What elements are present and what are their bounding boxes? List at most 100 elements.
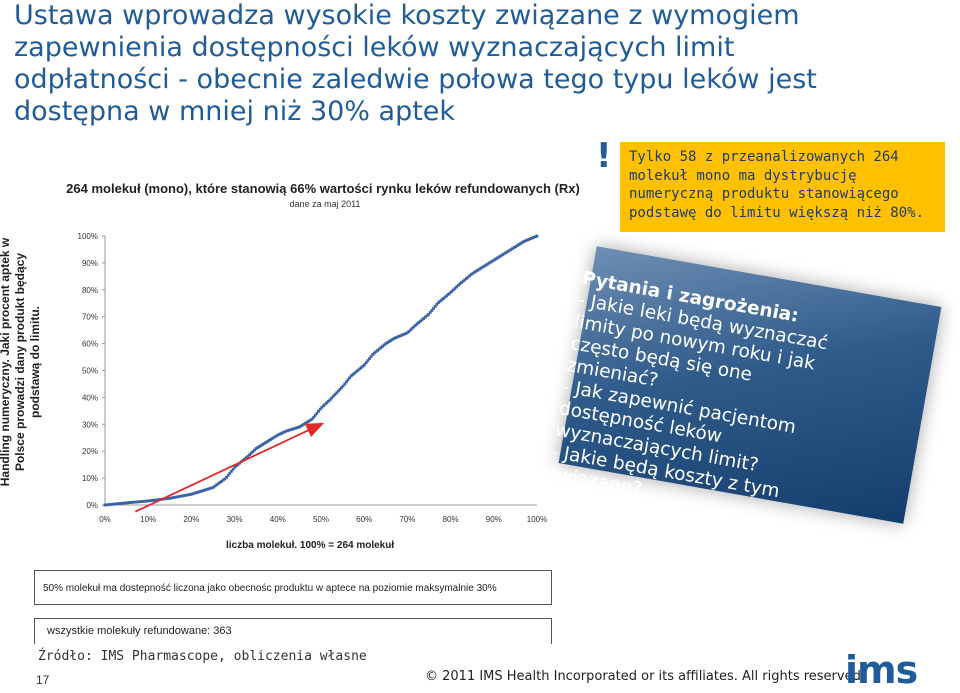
data-point	[235, 464, 238, 468]
data-point	[138, 500, 141, 504]
data-point	[110, 502, 113, 506]
data-point	[496, 256, 499, 260]
data-point	[325, 401, 329, 405]
data-point	[249, 451, 253, 455]
data-point	[520, 241, 524, 244]
data-point	[203, 488, 207, 492]
data-point	[180, 494, 184, 498]
data-point	[395, 335, 399, 339]
data-point	[474, 269, 478, 273]
data-point	[458, 282, 462, 286]
data-point	[525, 238, 529, 242]
data-point	[399, 334, 403, 338]
data-point	[374, 350, 378, 354]
data-point	[179, 494, 182, 498]
data-point	[164, 497, 168, 501]
annotation-arrow	[134, 422, 325, 513]
data-point	[484, 263, 488, 267]
data-point	[456, 284, 460, 287]
data-point	[128, 501, 132, 504]
data-point	[502, 252, 506, 256]
data-point	[231, 467, 235, 471]
data-point	[116, 502, 120, 506]
data-point	[170, 496, 174, 500]
data-point	[207, 487, 210, 491]
data-point	[417, 321, 421, 324]
data-point	[422, 317, 426, 320]
warning-icon: !	[596, 136, 612, 176]
data-point	[430, 309, 434, 312]
data-point	[320, 405, 324, 409]
data-point	[386, 341, 389, 344]
data-point	[356, 368, 360, 372]
data-point	[501, 253, 504, 257]
data-point	[166, 497, 169, 500]
data-point	[123, 501, 127, 505]
data-point	[253, 448, 256, 452]
data-point	[103, 503, 107, 507]
data-point	[507, 249, 511, 253]
data-point	[361, 364, 365, 368]
data-point	[272, 435, 276, 439]
data-point	[428, 311, 432, 314]
data-point	[129, 501, 133, 504]
data-point	[346, 378, 350, 382]
data-point	[466, 275, 470, 279]
data-point	[432, 306, 435, 310]
data-point	[124, 501, 128, 505]
y-tick-label: 20%	[82, 447, 98, 456]
data-point	[453, 287, 457, 290]
data-point	[364, 361, 368, 365]
data-point	[333, 393, 337, 396]
chart-title: 264 molekuł (mono), które stanowią 66% w…	[66, 181, 580, 196]
data-point	[410, 326, 414, 330]
data-point	[483, 264, 486, 268]
data-point	[313, 413, 317, 417]
data-point	[468, 274, 472, 278]
data-point	[305, 420, 309, 424]
data-point	[118, 502, 122, 505]
data-point	[216, 482, 220, 486]
data-point	[522, 240, 526, 243]
data-point	[415, 322, 419, 326]
data-point	[262, 442, 266, 445]
y-tick-label: 70%	[82, 313, 98, 322]
data-point	[492, 258, 496, 262]
ims-logo: ims	[845, 648, 918, 692]
data-point	[487, 261, 491, 265]
y-tick-label: 0%	[86, 501, 98, 510]
data-point	[445, 294, 449, 298]
data-point	[277, 433, 281, 436]
data-point	[471, 271, 475, 275]
data-point	[131, 500, 135, 504]
x-tick-label: 100%	[527, 515, 547, 524]
data-point	[341, 384, 345, 388]
data-point	[276, 433, 279, 437]
data-point	[418, 319, 422, 323]
data-point	[402, 332, 406, 336]
data-point	[318, 407, 322, 411]
data-point	[515, 244, 519, 247]
data-point	[330, 396, 334, 400]
data-point	[331, 394, 335, 398]
data-point	[256, 446, 260, 449]
chart-subtitle: dane za maj 2011	[289, 199, 361, 209]
data-point	[156, 498, 159, 502]
data-point	[271, 436, 274, 440]
data-point	[414, 323, 417, 327]
data-point	[258, 445, 261, 448]
data-point	[517, 243, 521, 246]
data-point	[369, 355, 373, 358]
data-point	[195, 491, 199, 494]
data-point	[189, 493, 192, 496]
data-point	[133, 500, 136, 504]
data-point	[139, 500, 143, 503]
data-point	[438, 299, 442, 303]
x-tick-label: 20%	[183, 515, 199, 524]
data-point	[460, 281, 463, 284]
data-point	[381, 344, 384, 348]
title-line: Ustawa wprowadza wysokie koszty związane…	[14, 0, 800, 31]
x-tick-label: 70%	[399, 515, 415, 524]
data-point	[147, 499, 151, 503]
